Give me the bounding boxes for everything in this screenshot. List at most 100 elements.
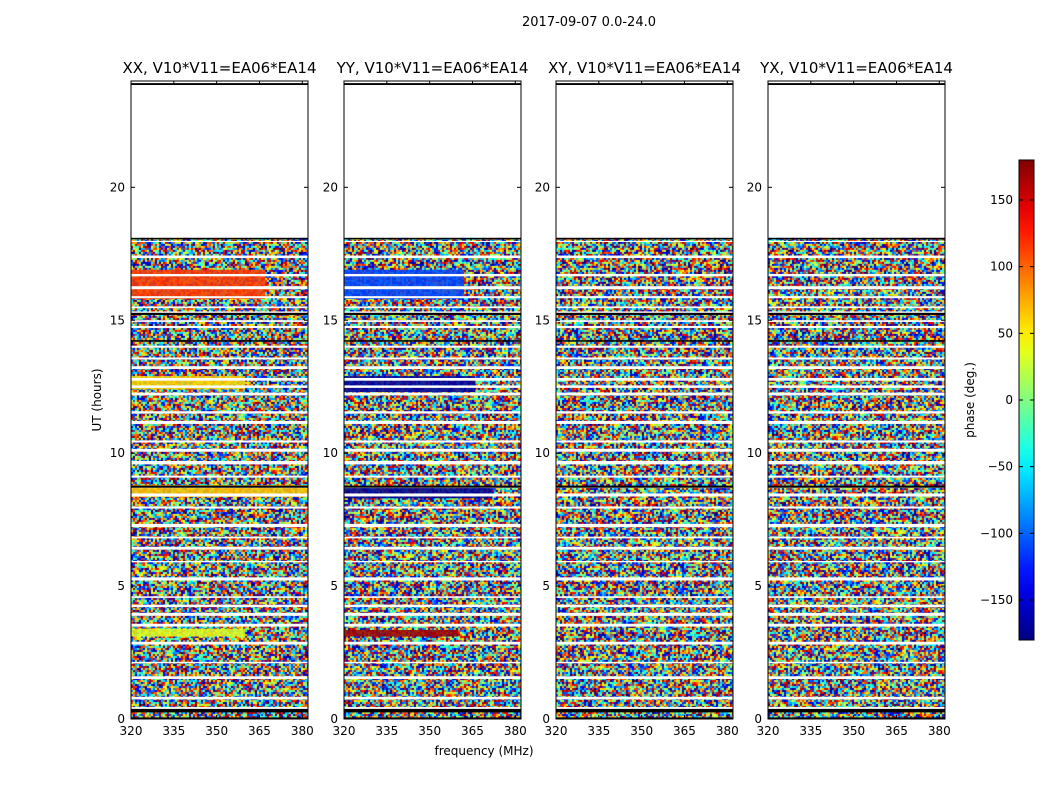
- dark-row: [768, 312, 945, 315]
- flagged-row: [556, 560, 733, 563]
- y-tick-label: 20: [747, 180, 762, 194]
- phase-noise-image: [768, 237, 945, 719]
- flagged-row: [768, 306, 945, 309]
- dark-row: [768, 708, 945, 713]
- flagged-row: [556, 475, 733, 478]
- x-tick-label: 380: [716, 724, 739, 738]
- flagged-row: [131, 255, 308, 259]
- phase-noise-image: [131, 237, 308, 719]
- flagged-row: [344, 306, 521, 309]
- flagged-row: [344, 604, 521, 608]
- dark-row: [556, 83, 733, 85]
- flagged-row: [556, 623, 733, 627]
- flagged-row: [344, 440, 521, 443]
- flagged-row: [768, 440, 945, 443]
- dark-row: [768, 717, 945, 719]
- flagged-row: [768, 612, 945, 616]
- y-tick-label: 0: [117, 712, 125, 726]
- flagged-row: [131, 273, 308, 277]
- coherent-phase-band: [131, 628, 246, 637]
- y-tick-label: 20: [110, 180, 125, 194]
- panel-frame: [130, 80, 309, 720]
- flagged-row: [556, 577, 733, 581]
- flagged-row: [556, 273, 733, 277]
- x-tick-label: 365: [461, 724, 484, 738]
- panel-title: XY, V10*V11=EA06*EA14: [548, 59, 741, 77]
- flagged-row: [768, 392, 945, 396]
- flagged-row: [344, 345, 521, 348]
- flagged-row: [344, 623, 521, 627]
- flagged-row: [768, 577, 945, 581]
- flagged-row: [768, 596, 945, 598]
- flagged-row: [344, 286, 521, 290]
- flagged-row: [556, 676, 733, 679]
- flagged-row: [344, 596, 521, 598]
- y-tick-label: 0: [542, 712, 550, 726]
- x-tick-label: 320: [120, 724, 143, 738]
- flagged-row: [344, 612, 521, 616]
- x-tick-label: 335: [375, 724, 398, 738]
- flagged-row: [556, 420, 733, 424]
- y-tick-label: 10: [535, 446, 550, 460]
- flagged-row: [131, 411, 308, 414]
- flagged-row: [131, 440, 308, 443]
- dark-row: [556, 237, 733, 240]
- flagged-row: [131, 357, 308, 360]
- flagged-row: [556, 411, 733, 414]
- flagged-row: [344, 460, 521, 465]
- y-tick-label: 15: [323, 313, 338, 327]
- flagged-row: [556, 641, 733, 645]
- y-tick-label: 20: [323, 180, 338, 194]
- dark-row: [344, 717, 521, 719]
- y-tick-label: 5: [754, 579, 762, 593]
- dark-row: [556, 708, 733, 713]
- flagged-row: [344, 448, 521, 452]
- flagged-row: [344, 392, 521, 396]
- y-tick-label: 10: [110, 446, 125, 460]
- dark-row: [556, 485, 733, 488]
- flagged-row: [344, 273, 521, 277]
- flagged-row: [768, 357, 945, 360]
- colorbar-tick-label: 100: [990, 260, 1013, 274]
- y-tick-label: 5: [542, 579, 550, 593]
- dark-row: [344, 340, 521, 342]
- flagged-row: [768, 240, 945, 243]
- flagged-row: [344, 411, 521, 414]
- x-tick-label: 350: [205, 724, 228, 738]
- panel-title: XX, V10*V11=EA06*EA14: [122, 59, 316, 77]
- flagged-row: [768, 696, 945, 700]
- flagged-row: [131, 420, 308, 424]
- flagged-row: [131, 460, 308, 465]
- flagged-row: [344, 296, 521, 299]
- y-tick-label: 0: [754, 712, 762, 726]
- flagged-row: [556, 661, 733, 664]
- y-tick-label: 15: [110, 313, 125, 327]
- colorbar-tick-label: 150: [990, 193, 1013, 207]
- flagged-row: [768, 676, 945, 679]
- flagged-row: [131, 306, 308, 309]
- x-tick-label: 350: [630, 724, 653, 738]
- y-tick-label: 5: [117, 579, 125, 593]
- flagged-row: [556, 377, 733, 381]
- y-tick-label: 20: [535, 180, 550, 194]
- dark-row: [344, 83, 521, 85]
- flagged-row: [768, 420, 945, 424]
- x-tick-label: 365: [885, 724, 908, 738]
- flagged-row: [131, 345, 308, 348]
- panel-frame: [767, 80, 946, 720]
- x-tick-label: 380: [291, 724, 314, 738]
- flagged-row: [556, 612, 733, 616]
- flagged-row: [131, 506, 308, 509]
- flagged-row: [131, 676, 308, 679]
- x-tick-label: 380: [504, 724, 527, 738]
- x-axis-label: frequency (MHz): [434, 744, 533, 758]
- flagged-row: [768, 345, 945, 348]
- flagged-row: [131, 385, 308, 388]
- flagged-row: [131, 623, 308, 627]
- flagged-row: [556, 460, 733, 465]
- flagged-row: [556, 536, 733, 539]
- dark-row: [344, 485, 521, 488]
- flagged-row: [344, 560, 521, 563]
- coherent-phase-band: [344, 487, 493, 499]
